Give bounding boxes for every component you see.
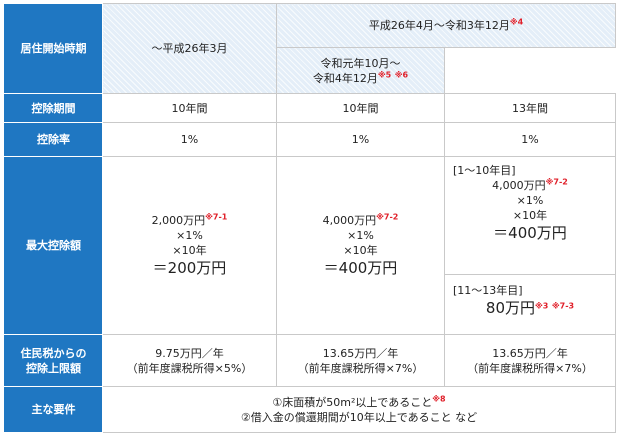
max-deduction-col1: 2,000万円※7-1 ×1% ×10年 ＝200万円 <box>102 156 277 335</box>
max-deduction-col3b-total: 80万円 <box>485 299 535 317</box>
tax-deduction-table: 居住開始時期 ～平成26年3月 平成26年4月～令和3年12月※4 令和元年10… <box>4 3 616 433</box>
max-deduction-col3-years11-13: [11～13年目] 80万円※3 ※7-3 <box>444 274 616 335</box>
deduction-rate-col3: 1% <box>444 122 616 157</box>
max-deduction-col1-total: ＝200万円 <box>152 259 227 277</box>
deduction-rate-col2: 1% <box>276 122 445 157</box>
resident-tax-col1: 9.75万円／年 （前年度課税所得×5%） <box>102 334 277 387</box>
note-6: ※6 <box>394 69 409 79</box>
note-4: ※4 <box>509 17 524 27</box>
max-deduction-col3a-total: ＝400万円 <box>493 224 567 242</box>
header-max-deduction: 最大控除額 <box>4 156 103 335</box>
requirements-cell: ①床面積が50m²以上であること※8 ②借入金の償還期間が10年以上であること … <box>102 386 616 433</box>
deduction-period-col2: 10年間 <box>276 93 445 123</box>
max-deduction-col2-total: ＝400万円 <box>323 259 398 277</box>
header-start-period: 居住開始時期 <box>4 3 103 94</box>
note-8: ※8 <box>432 393 446 403</box>
period-col23: 平成26年4月～令和3年12月※4 <box>276 3 616 48</box>
header-deduction-rate: 控除率 <box>4 122 103 157</box>
max-deduction-col3-years1-10: [1～10年目] 4,000万円※7-2 ×1% ×10年 ＝400万円 <box>444 156 616 275</box>
deduction-period-col3: 13年間 <box>444 93 616 123</box>
header-requirements: 主な要件 <box>4 386 103 433</box>
period-col1: ～平成26年3月 <box>102 3 277 94</box>
deduction-period-col1: 10年間 <box>102 93 277 123</box>
resident-tax-col3: 13.65万円／年 （前年度課税所得×7%） <box>444 334 616 387</box>
period-col3: 令和元年10月～ 令和4年12月※5 ※6 <box>276 47 445 94</box>
header-deduction-period: 控除期間 <box>4 93 103 123</box>
deduction-rate-col1: 1% <box>102 122 277 157</box>
max-deduction-col2: 4,000万円※7-2 ×1% ×10年 ＝400万円 <box>276 156 445 335</box>
header-resident-tax-limit: 住民税からの 控除上限額 <box>4 334 103 387</box>
resident-tax-col2: 13.65万円／年 （前年度課税所得×7%） <box>276 334 445 387</box>
note-5: ※5 <box>377 69 392 79</box>
